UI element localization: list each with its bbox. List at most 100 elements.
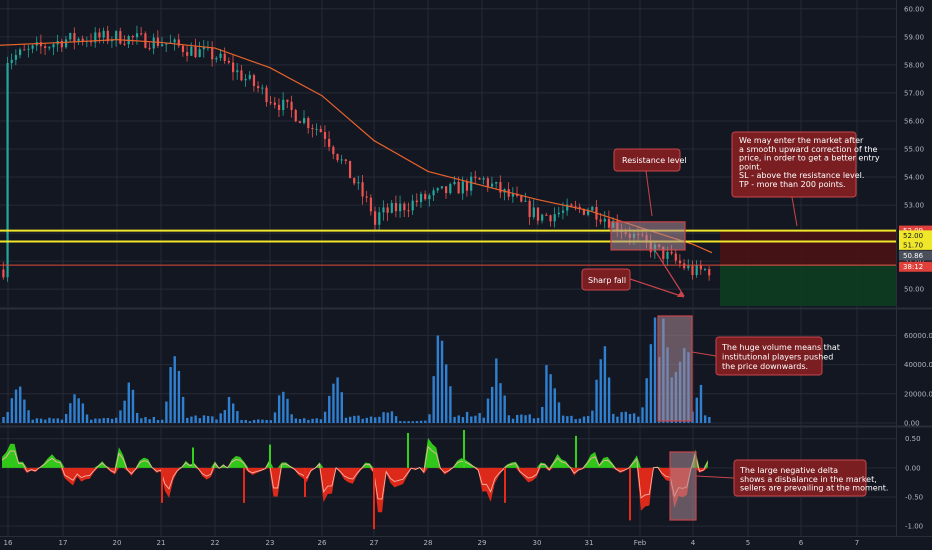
volume-bar — [198, 418, 201, 423]
volume-bar — [131, 389, 135, 423]
candle-body — [603, 218, 606, 222]
candle-body — [570, 204, 573, 207]
candle-body — [340, 159, 343, 161]
candle-body — [244, 78, 247, 81]
volume-bar — [240, 419, 243, 423]
candle — [152, 33, 155, 55]
candle-body — [557, 212, 560, 215]
volume-bar — [31, 419, 34, 423]
volume-bar — [165, 401, 168, 423]
volume-bar — [286, 398, 289, 423]
volume-bar — [482, 417, 485, 423]
volume-bar — [85, 414, 89, 423]
candle-body — [19, 49, 22, 56]
candle-body — [445, 186, 448, 194]
price-tag: 38:12 — [899, 261, 932, 272]
candle-body — [215, 58, 218, 60]
volume-bar — [328, 395, 331, 423]
candle-body — [344, 159, 347, 161]
volume-bar — [378, 416, 381, 423]
candle-body — [110, 39, 114, 42]
volume-bar — [10, 398, 14, 423]
delta-note-line: The large negative delta — [739, 466, 838, 475]
candle-body — [495, 182, 498, 184]
volume-bar — [307, 419, 310, 423]
volume-bar — [399, 421, 402, 423]
volume-bar — [708, 417, 711, 423]
delta-tick-label: -1.00 — [905, 523, 923, 531]
entry-note-line: point. — [739, 162, 762, 171]
volume-bar — [553, 388, 556, 423]
candle — [303, 110, 306, 125]
candle — [2, 261, 5, 280]
candle — [307, 116, 310, 134]
candle-body — [2, 269, 5, 278]
candle-body — [499, 182, 502, 193]
volume-bar — [169, 367, 172, 423]
candle-body — [591, 206, 594, 211]
candle-body — [323, 132, 327, 139]
delta-tick-label: 0.00 — [905, 464, 921, 472]
candle-body — [703, 268, 707, 270]
candle — [587, 207, 590, 217]
price-tag: 52.00 — [899, 230, 932, 241]
volume-bar — [624, 411, 627, 423]
candle — [294, 108, 297, 123]
candle — [478, 177, 481, 180]
candle — [190, 42, 193, 57]
volume-bar — [507, 415, 511, 423]
candle-body — [48, 47, 51, 49]
delta-positive-area — [2, 437, 708, 468]
take-profit-zone — [720, 265, 896, 306]
volume-bar — [365, 417, 369, 423]
volume-bar — [616, 416, 619, 423]
candle-body — [670, 251, 673, 254]
candle — [449, 182, 452, 195]
candle-body — [545, 214, 548, 216]
volume-note-line: The huge volume means that — [721, 343, 840, 352]
candle-body — [236, 70, 239, 73]
candle-body — [219, 53, 222, 59]
volume-bar — [323, 411, 327, 423]
entry-note-box — [731, 131, 857, 198]
volume-bar — [73, 394, 76, 423]
delta-pointer — [695, 475, 735, 479]
candle — [499, 175, 502, 199]
candle-body — [303, 118, 306, 124]
candle — [357, 175, 360, 190]
candle-body — [453, 181, 456, 185]
candle — [240, 64, 243, 82]
candle — [474, 170, 477, 185]
candle-body — [662, 246, 665, 259]
candle-body — [90, 41, 93, 43]
volume-bar — [236, 411, 239, 423]
candle-body — [227, 60, 231, 63]
volume-bar — [369, 416, 373, 423]
candle-body — [691, 265, 694, 276]
price-tag-bg — [899, 261, 932, 272]
volume-bar — [140, 418, 143, 423]
volume-bar — [566, 416, 569, 423]
volume-bar — [561, 415, 565, 423]
candle — [549, 214, 552, 227]
volume-bar — [181, 396, 185, 423]
volume-bar — [545, 365, 548, 423]
candle-body — [81, 38, 84, 43]
candle — [232, 54, 235, 81]
price-tag-bg — [899, 230, 932, 241]
volume-bar — [628, 413, 632, 423]
candle — [545, 212, 548, 216]
candle-body — [140, 33, 143, 35]
sharp-fall-arrow-2 — [655, 251, 685, 297]
volume-bar — [699, 384, 703, 423]
candle-body — [403, 203, 406, 211]
candle-body — [161, 44, 164, 46]
candle-body — [73, 33, 76, 42]
candle — [407, 202, 410, 218]
volume-bar — [394, 416, 398, 423]
candle — [319, 125, 322, 133]
volume-bar — [703, 415, 707, 423]
candle-body — [119, 31, 122, 44]
